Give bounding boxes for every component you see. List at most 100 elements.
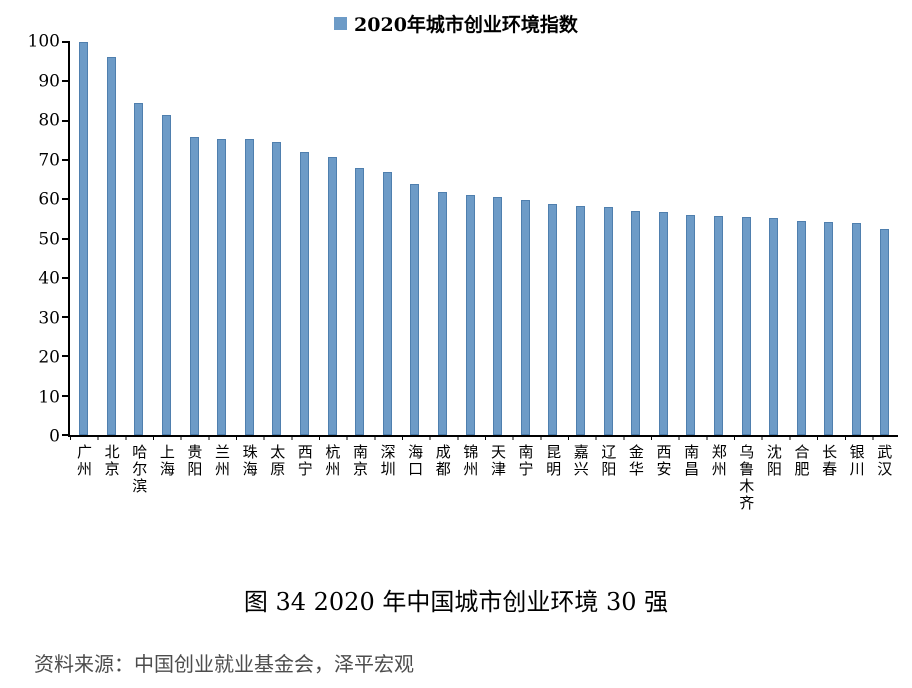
figure-caption: 图 34 2020 年中国城市创业环境 30 强 xyxy=(243,588,669,616)
bar-slot xyxy=(870,42,898,435)
bar xyxy=(769,218,779,435)
bar-slot xyxy=(180,42,208,435)
bar-slot xyxy=(843,42,871,435)
x-axis-label: 哈尔滨 xyxy=(130,444,149,495)
bar xyxy=(493,196,503,435)
bar-slot xyxy=(594,42,622,435)
y-axis-tick-label: 100 xyxy=(27,31,60,52)
bar-slot xyxy=(263,42,291,435)
bar xyxy=(438,192,448,435)
x-axis-label: 北京 xyxy=(102,444,121,478)
y-axis-tick-mark xyxy=(62,355,70,358)
y-axis-tick-mark xyxy=(62,41,70,43)
x-axis-label: 珠海 xyxy=(240,444,259,478)
bar-slot xyxy=(456,42,484,435)
y-axis-tick-mark xyxy=(62,158,70,161)
bar xyxy=(217,138,227,435)
y-axis-tick-mark xyxy=(62,276,70,279)
x-axis-label: 锦州 xyxy=(461,444,480,478)
x-axis-label: 西安 xyxy=(654,444,673,478)
x-axis-label: 金华 xyxy=(626,444,645,478)
x-axis-label: 乌鲁木齐 xyxy=(737,444,756,512)
bar xyxy=(631,210,641,435)
bar-slot xyxy=(787,42,815,435)
bar xyxy=(575,206,585,435)
x-axis-labels: 广州 北京 哈尔滨 上海 贵阳 兰州 珠海 太原 西宁 杭州 南京 深圳 海口 成都 锦州 天津 南宁 昆明 嘉兴辽… xyxy=(70,444,898,512)
y-axis-tick-label: 0 xyxy=(49,426,60,447)
bars-container xyxy=(70,42,898,435)
bar xyxy=(713,215,723,435)
y-axis-tick-label: 30 xyxy=(38,308,60,328)
bar xyxy=(410,184,420,435)
bar-slot xyxy=(649,42,677,435)
bar-slot xyxy=(125,42,153,435)
x-axis-label: 南宁 xyxy=(516,444,535,478)
x-axis-label: 广州 xyxy=(75,444,94,478)
bar xyxy=(106,56,116,435)
bar-slot xyxy=(705,42,733,435)
y-axis-tick-label: 40 xyxy=(38,268,60,289)
y-axis-tick-mark xyxy=(62,119,70,122)
x-axis-ticks xyxy=(70,435,898,440)
y-axis-tick-label: 60 xyxy=(38,189,60,210)
x-axis-label: 沈阳 xyxy=(764,444,783,478)
x-axis-label: 海口 xyxy=(406,444,425,478)
plot-area: 广州 北京 哈尔滨 上海 贵阳 兰州 珠海 太原 西宁 杭州 南京 深圳 海口 成都 锦州 天津 南宁 昆明 嘉兴辽… xyxy=(62,41,898,512)
chart-legend: 2020年城市创业环境指数 xyxy=(0,10,912,37)
bar xyxy=(658,212,668,435)
bar xyxy=(824,221,834,435)
bar xyxy=(741,216,751,435)
x-axis-label: 武汉 xyxy=(875,444,894,478)
y-axis-tick-label: 10 xyxy=(38,387,60,407)
bar xyxy=(879,228,889,435)
legend-label: 2020年城市创业环境指数 xyxy=(354,14,578,36)
y-axis-tick-mark xyxy=(62,237,70,240)
bar-slot xyxy=(677,42,705,435)
bar-slot xyxy=(153,42,181,435)
bar-slot xyxy=(732,42,760,435)
bar-slot xyxy=(539,42,567,435)
bar-slot xyxy=(291,42,319,435)
y-axis-tick-label: 20 xyxy=(38,347,60,368)
bar-slot xyxy=(374,42,402,435)
y-axis-tick-label: 80 xyxy=(38,110,60,131)
bar-slot xyxy=(567,42,595,435)
bar xyxy=(300,151,310,435)
bar xyxy=(134,102,144,435)
bar-slot xyxy=(401,42,429,435)
bar-slot xyxy=(622,42,650,435)
x-axis-label: 成都 xyxy=(433,444,452,478)
bar-slot xyxy=(318,42,346,435)
bar-slot xyxy=(429,42,457,435)
bar-slot xyxy=(346,42,374,435)
bar-slot xyxy=(236,42,264,435)
bar xyxy=(327,157,337,435)
bar xyxy=(355,167,365,435)
y-axis-tick-mark xyxy=(62,394,70,397)
bar xyxy=(465,194,475,435)
bar xyxy=(686,215,696,435)
x-axis-label: 昆明 xyxy=(544,444,563,478)
x-axis-label: 合肥 xyxy=(792,444,811,478)
x-axis-label: 辽阳 xyxy=(599,444,618,478)
bar xyxy=(548,204,558,435)
x-axis-label: 长春 xyxy=(820,444,839,478)
bar xyxy=(79,42,89,435)
x-axis-label: 深圳 xyxy=(378,444,397,478)
y-axis-tick-label: 50 xyxy=(38,229,60,249)
y-axis-tick-mark xyxy=(62,80,70,83)
bar xyxy=(244,138,254,435)
bar xyxy=(851,222,861,435)
x-axis-label: 南昌 xyxy=(682,444,701,478)
x-axis-label: 兰州 xyxy=(213,444,232,478)
bar-slot xyxy=(70,42,98,435)
y-axis-tick-mark xyxy=(62,434,70,436)
x-axis-label: 郑州 xyxy=(709,444,728,478)
y-axis: 0 10 20 30 40 50 60 70 80 90 100 xyxy=(6,33,60,445)
bar-slot xyxy=(815,42,843,435)
legend-swatch-icon xyxy=(334,17,348,30)
bar-chart: 0 10 20 30 40 50 60 70 80 90 100 广州 北京 哈尔滨 上海 贵阳 兰州 珠海 太原… xyxy=(28,33,898,512)
bar xyxy=(272,142,282,435)
bar xyxy=(382,171,392,435)
x-axis-label: 南京 xyxy=(350,444,369,478)
